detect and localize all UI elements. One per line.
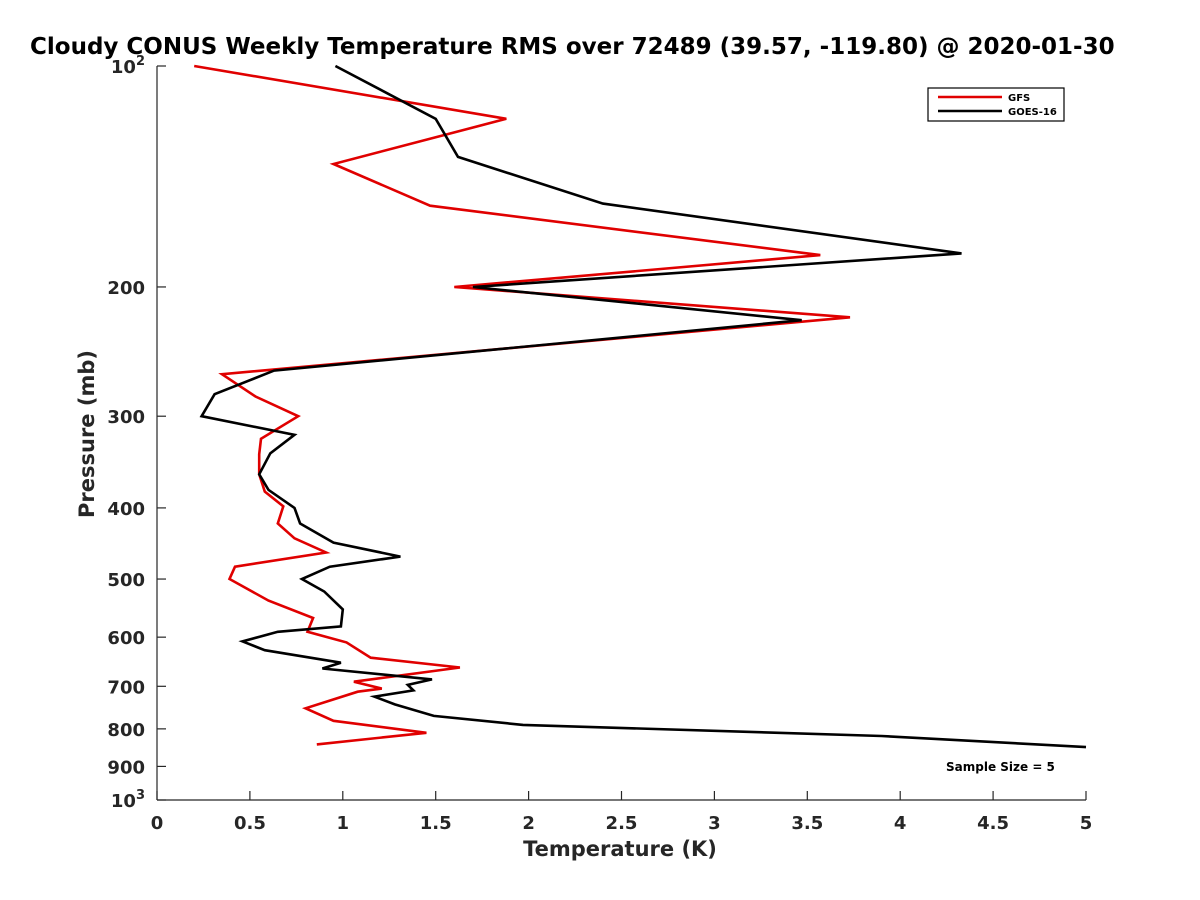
x-tick-label: 1.5 [420,813,452,834]
x-tick-label: 0 [151,813,164,834]
x-tick-label: 3 [708,813,721,834]
y-tick-label: 102 [111,54,145,78]
x-tick-label: 2.5 [606,813,638,834]
x-tick-label: 2 [522,813,535,834]
x-tick-label: 3.5 [791,813,823,834]
y-axis-label: Pressure (mb) [75,350,99,518]
y-tick-label: 300 [107,407,145,428]
legend-box [927,87,1065,122]
series-line-goes-16 [199,64,1087,749]
x-axis-label: Temperature (K) [523,837,717,861]
x-tick-label: 4 [894,813,907,834]
y-tick-label: 900 [107,757,145,778]
y-tick-label: 103 [111,788,145,812]
y-tick-label: 700 [107,677,145,698]
legend: GFS GOES-16 [927,87,1065,122]
axes: 0 0.5 1 1.5 2 2.5 3 3.5 4 4.5 5 102 200 300 400 500 600 7… [107,54,1092,834]
legend-label-gfs: GFS [1008,93,1030,104]
y-tick-label: 800 [107,720,145,741]
series-layer [193,64,1087,749]
series-line-gfs [193,64,851,746]
y-tick-label: 200 [107,278,145,299]
y-tick-label: 600 [107,628,145,649]
sample-size-annotation: Sample Size = 5 [946,760,1055,774]
chart-title: Cloudy CONUS Weekly Temperature RMS over… [30,34,1115,60]
y-tick-label: 400 [107,499,145,520]
legend-label-goes-16: GOES-16 [1008,107,1057,118]
x-tick-label: 1 [337,813,350,834]
x-tick-label: 4.5 [977,813,1009,834]
x-tick-label: 5 [1080,813,1093,834]
y-tick-label: 500 [107,570,145,591]
x-tick-label: 0.5 [234,813,266,834]
